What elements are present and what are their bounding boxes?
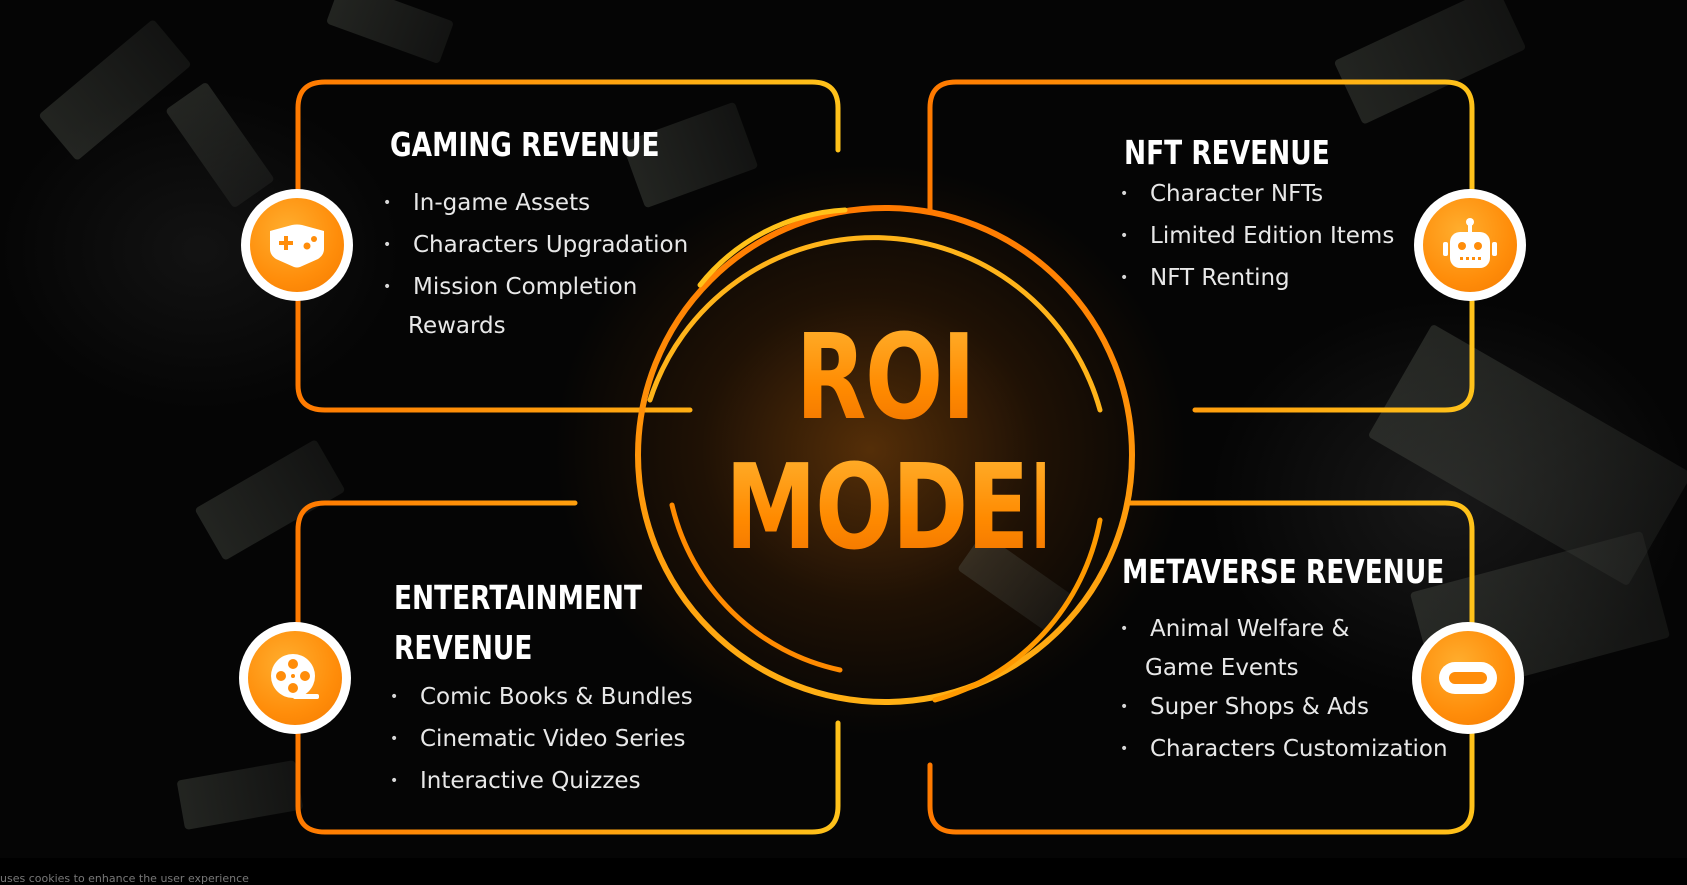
nft-revenue-list: Character NFTs Limited Edition Items NFT… [1120,173,1394,299]
metaverse-revenue-list: Animal Welfare & Game Events Super Shops … [1120,608,1448,770]
list-item-text: Characters Upgradation [413,232,689,258]
gaming-icon-badge [241,189,353,301]
entertainment-panel-border [295,500,841,835]
list-item: Mission Completion Rewards [383,266,688,344]
list-item: NFT Renting [1120,257,1394,299]
list-item: Cinematic Video Series [390,718,693,760]
list-item: Animal Welfare & Game Events [1120,608,1448,686]
gaming-revenue-list: In-game Assets Characters Upgradation Mi… [383,182,688,344]
metaverse-icon-badge [1412,622,1524,734]
list-item-text: Interactive Quizzes [420,768,641,794]
robot-icon [1443,218,1497,268]
vr-headset-icon [1439,662,1497,694]
metaverse-revenue-title: METAVERSE REVENUE [1122,552,1445,591]
list-item-continuation: Rewards [408,313,506,339]
list-item: Characters Upgradation [383,224,688,266]
list-item-text: NFT Renting [1150,265,1290,291]
gaming-revenue-title: GAMING REVENUE [390,125,660,164]
nft-panel-border [927,79,1475,413]
roi-title: ROI [741,318,1030,436]
entertainment-revenue-list: Comic Books & Bundles Cinematic Video Se… [390,676,693,802]
diagram-frames [295,79,1475,835]
nft-icon-badge [1414,189,1526,301]
list-item-text: Cinematic Video Series [420,726,686,752]
metaverse-panel-border [927,500,1475,835]
roi-inner-arc-top-small [697,207,848,288]
entertainment-icon-badge [239,622,351,734]
list-item-text: Limited Edition Items [1150,223,1395,249]
list-item: Limited Edition Items [1120,215,1394,257]
roi-inner-arc-left [669,502,843,673]
gaming-panel-border [295,79,841,413]
list-item: Comic Books & Bundles [390,676,693,718]
list-item-text: Comic Books & Bundles [420,684,693,710]
gamepad-icon [270,224,324,268]
list-item-text: Animal Welfare & [1150,616,1350,642]
list-item-text: Character NFTs [1150,181,1324,207]
list-item: Interactive Quizzes [390,760,693,802]
model-title: MODEL [725,438,1087,576]
list-item-text: In-game Assets [413,190,591,216]
list-item: Characters Customization [1120,728,1448,770]
entertainment-revenue-title-line2: REVENUE [394,628,533,667]
film-reel-icon [271,654,319,699]
list-item-text: Characters Customization [1150,736,1448,762]
list-item-text: Mission Completion [413,274,638,300]
list-item: Character NFTs [1120,173,1394,215]
roi-outer-ring [635,205,1135,705]
list-item: Super Shops & Ads [1120,686,1448,728]
roi-inner-arc-right [932,517,1103,703]
list-item: In-game Assets [383,182,688,224]
list-item-continuation: Game Events [1145,655,1299,681]
entertainment-revenue-title: ENTERTAINMENT [394,578,643,617]
roi-inner-arc-top [647,235,1103,413]
nft-revenue-title: NFT REVENUE [1124,133,1330,172]
list-item-text: Super Shops & Ads [1150,694,1369,720]
cookie-notice-text: uses cookies to enhance the user experie… [0,872,249,885]
